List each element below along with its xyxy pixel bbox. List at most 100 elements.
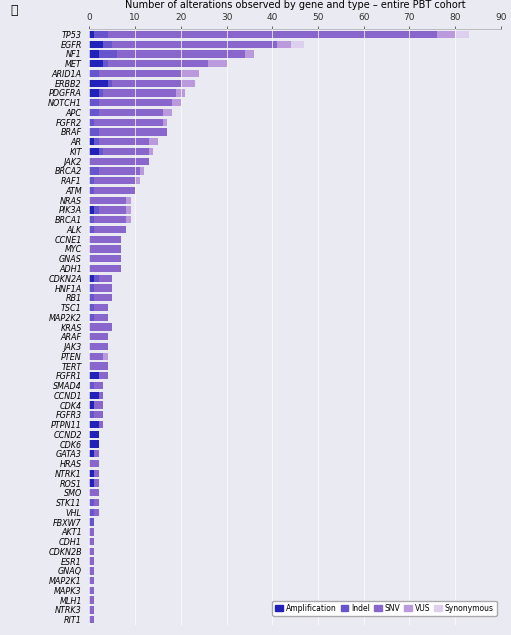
Bar [112,41,277,48]
Bar [89,343,108,350]
Bar [89,245,122,253]
Bar [89,41,103,48]
Bar [94,382,103,389]
Bar [437,30,455,38]
Bar [94,216,126,224]
Bar [89,323,112,331]
Bar [89,548,94,555]
Bar [89,30,94,38]
Bar [89,99,99,106]
Bar [89,138,94,145]
Bar [89,616,94,624]
Bar [99,109,162,116]
Bar [89,90,99,97]
Bar [103,148,149,155]
Bar [94,284,112,291]
Bar [277,41,291,48]
Bar [89,216,94,224]
Bar [99,392,103,399]
Bar [89,177,94,184]
Bar [181,79,195,87]
Bar [89,167,99,175]
Bar [89,255,122,262]
Bar [99,372,108,380]
Text: Ⓐ: Ⓐ [10,4,18,17]
Bar [99,274,112,282]
Bar [94,138,99,145]
Bar [94,470,99,477]
Bar [126,216,131,224]
Bar [89,157,149,165]
Bar [103,60,108,67]
Bar [89,314,94,321]
Bar [89,558,94,565]
Bar [89,606,94,613]
Bar [89,401,94,409]
Bar [126,206,131,213]
Bar [89,119,94,126]
Bar [108,60,208,67]
Bar [89,148,99,155]
Bar [176,90,185,97]
Bar [181,70,199,77]
Bar [162,109,172,116]
Bar [99,138,149,145]
Bar [89,226,94,233]
Bar [89,128,99,136]
Bar [99,128,167,136]
Bar [89,470,94,477]
Bar [94,509,99,516]
Legend: Amplification, Indel, SNV, VUS, Synonymous: Amplification, Indel, SNV, VUS, Synonymo… [272,601,497,616]
Bar [89,421,99,428]
Bar [455,30,469,38]
Bar [89,274,94,282]
Bar [103,90,176,97]
Bar [112,79,181,87]
Bar [89,236,122,243]
Bar [108,79,112,87]
Bar [94,479,99,487]
Bar [89,363,108,370]
Bar [94,226,126,233]
Bar [103,352,108,360]
Bar [103,41,112,48]
Bar [89,382,94,389]
Bar [89,577,94,584]
Bar [89,489,99,497]
Bar [99,50,117,58]
Bar [94,499,99,506]
Bar [89,479,94,487]
Bar [99,70,181,77]
Bar [89,528,94,535]
Bar [89,538,94,545]
Bar [89,587,94,594]
Bar [99,167,140,175]
Bar [89,567,94,575]
Bar [99,206,126,213]
Bar [99,421,103,428]
Bar [89,109,99,116]
Bar [89,518,94,526]
Bar [89,284,94,291]
Bar [94,411,103,418]
Bar [126,197,131,204]
Bar [89,79,108,87]
Bar [94,314,108,321]
Bar [99,148,103,155]
Bar [89,499,94,506]
Bar [140,167,144,175]
Bar [291,41,304,48]
Bar [99,99,172,106]
Bar [89,187,94,194]
Bar [117,50,245,58]
Bar [94,304,108,311]
Bar [149,148,153,155]
Bar [89,392,99,399]
Bar [89,509,94,516]
Bar [208,60,226,67]
Title: Number of alterations observed by gene and type – entire PBT cohort: Number of alterations observed by gene a… [125,0,466,10]
Bar [162,119,167,126]
Bar [89,50,99,58]
Bar [89,596,94,604]
Bar [89,372,99,380]
